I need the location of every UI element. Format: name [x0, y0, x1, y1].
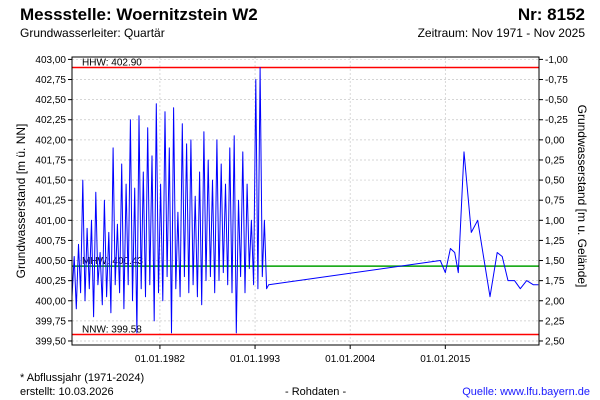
created-date: erstellt: 10.03.2026	[20, 386, 114, 398]
x-tick-label: 01.01.2004	[325, 354, 375, 365]
y-tick-label-left: 400,50	[35, 256, 66, 267]
y-tick-label-left: 400,00	[35, 296, 66, 307]
y-tick-label-left: 400,75	[35, 236, 66, 247]
y-tick-label-left: 399,50	[35, 336, 66, 347]
y-tick-label-right: 2,50	[545, 336, 565, 347]
y-tick-label-right: 0,50	[545, 176, 565, 187]
y-tick-label-right: -0,25	[545, 115, 568, 126]
y-tick-label-right: 1,25	[545, 236, 565, 247]
plot-frame	[71, 56, 540, 346]
y-tick-label-left: 402,25	[35, 115, 66, 126]
y-tick-label-left: 402,50	[35, 95, 66, 106]
source-link[interactable]: Quelle: www.lfu.bayern.de	[462, 386, 590, 398]
x-tick-label: 01.01.1993	[230, 354, 280, 365]
y-tick-label-left: 402,00	[35, 135, 66, 146]
y-axis-left-label: Grundwasserstand [m ü. NN]	[14, 124, 28, 279]
y-axis-left: 403,00 402,75 402,50 402,25 402,00 401,75 401,…	[35, 55, 72, 347]
y-tick-label-left: 400,25	[35, 276, 66, 287]
y-tick-label-right: 1,00	[545, 216, 565, 227]
x-tick-label: 01.01.1982	[135, 354, 185, 365]
x-axis: 01.01.1982 01.01.1993 01.01.2004 01.01.2015	[135, 345, 471, 365]
station-number: Nr: 8152	[517, 5, 585, 24]
station-title: Messstelle: Woernitzstein W2	[20, 5, 258, 24]
y-tick-label-left: 401,75	[35, 155, 66, 166]
x-tick-label: 01.01.2015	[420, 354, 470, 365]
reference-line-label: MHW: 400.43	[82, 256, 143, 267]
y-tick-label-left: 401,25	[35, 196, 66, 207]
y-tick-label-left: 401,00	[35, 216, 66, 227]
y-tick-label-left: 403,00	[35, 55, 66, 66]
period-label: Zeitraum: Nov 1971 - Nov 2025	[417, 26, 585, 40]
y-tick-label-right: 1,50	[545, 256, 565, 267]
y-axis-right-label: Grundwasserstand [m u. Gelände]	[575, 105, 589, 288]
y-tick-label-right: -1,00	[545, 55, 568, 66]
y-tick-label-right: -0,50	[545, 95, 568, 106]
y-tick-label-right: 0,00	[545, 135, 565, 146]
y-axis-right: -1,00 -0,75 -0,50 -0,25 0,00 0,25 0,50 0,75 1,00…	[539, 55, 568, 347]
y-tick-label-right: 2,00	[545, 296, 565, 307]
y-tick-label-left: 399,75	[35, 316, 66, 327]
reference-lines: HHW: 402.90 MHW: 400.43 NNW: 399.58	[72, 57, 539, 336]
reference-line-label: NNW: 399.58	[82, 325, 142, 336]
y-tick-label-right: 1,75	[545, 276, 565, 287]
footnote: * Abflussjahr (1971-2024)	[20, 372, 145, 384]
y-tick-label-right: 2,25	[545, 316, 565, 327]
series-line	[71, 67, 539, 334]
raw-data-label: - Rohdaten -	[285, 386, 347, 398]
y-tick-label-left: 402,75	[35, 75, 66, 86]
reference-line-label: HHW: 402.90	[82, 57, 142, 68]
aquifer-label: Grundwasserleiter: Quartär	[20, 26, 165, 40]
series-layer	[71, 67, 539, 334]
y-tick-label-right: -0,75	[545, 75, 568, 86]
y-tick-label-right: 0,25	[545, 155, 565, 166]
y-tick-label-right: 0,75	[545, 196, 565, 207]
y-tick-label-left: 401,50	[35, 176, 66, 187]
